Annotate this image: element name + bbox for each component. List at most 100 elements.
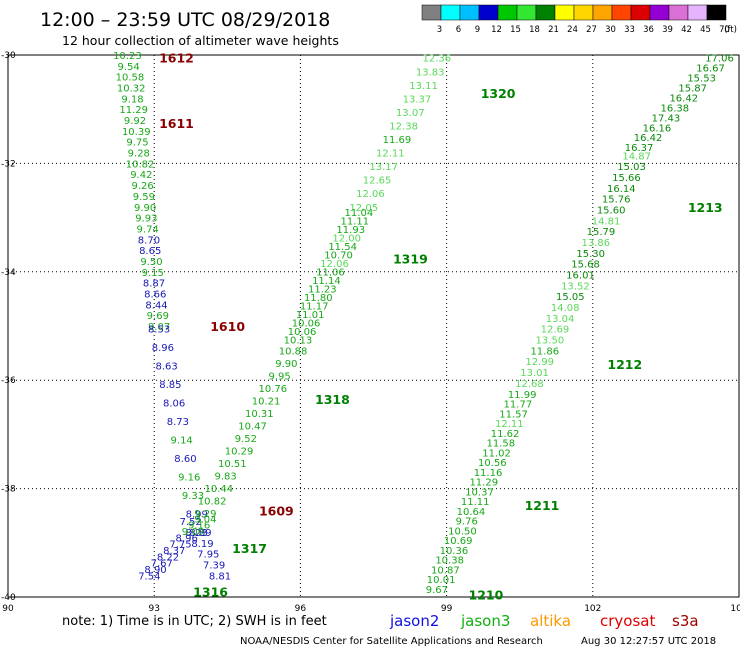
wave-height-value: 8.70 <box>138 235 160 246</box>
colorbar-tick-label: 9 <box>475 25 480 35</box>
wave-height-value: 10.47 <box>238 421 267 432</box>
wave-height-value: 9.04 <box>194 514 216 525</box>
wave-height-value: 9.15 <box>142 268 164 279</box>
wave-height-value: 7.75 <box>169 540 191 551</box>
colorbar-swatch <box>630 4 651 21</box>
wave-height-value: 15.79 <box>587 227 616 238</box>
wave-height-value: 12.11 <box>495 419 524 430</box>
y-tick-label: -34 <box>1 268 16 278</box>
colorbar-tick-label: 42 <box>681 25 692 35</box>
wave-height-value: 9.75 <box>126 138 148 149</box>
wave-height-value: 8.90 <box>144 565 166 576</box>
wave-height-value: 15.05 <box>556 292 585 303</box>
track-label: 1609 <box>259 503 294 518</box>
satellite-legend-cryosat: cryosat <box>600 612 655 630</box>
x-tick-label: 93 <box>148 604 159 614</box>
colorbar-swatch <box>478 4 499 21</box>
wave-height-value: 17.43 <box>652 113 681 124</box>
wave-height-value: 8.60 <box>174 454 196 465</box>
wave-height-value: 10.58 <box>116 73 145 84</box>
wave-height-value: 9.16 <box>178 473 200 484</box>
note-text: note: 1) Time is in UTC; 2) SWH is in fe… <box>62 614 327 629</box>
wave-height-value: 16.67 <box>696 64 725 75</box>
wave-height-value: 10.82 <box>198 496 227 507</box>
wave-height-value: 11.62 <box>491 429 520 440</box>
wave-height-value: 9.28 <box>128 149 150 160</box>
wave-height-values: 10.239.5410.5810.329.1811.299.9210.399.7… <box>113 51 734 596</box>
wave-height-value: 16.42 <box>669 93 698 104</box>
track-label: 1316 <box>193 585 228 600</box>
track-label: 1611 <box>159 116 194 131</box>
wave-height-value: 9.14 <box>171 436 193 447</box>
wave-height-value: 11.17 <box>300 302 329 313</box>
wave-height-value: 12.11 <box>376 149 405 160</box>
wave-height-value: 16.37 <box>625 143 654 154</box>
wave-height-value: 12.06 <box>356 189 385 200</box>
y-tick-label: -38 <box>1 485 16 495</box>
track-label: 1319 <box>393 251 428 266</box>
colorbar-tick-label: 36 <box>643 25 654 35</box>
y-tick-label: -32 <box>1 159 16 169</box>
wave-height-value: 10.50 <box>448 526 477 537</box>
wave-height-value: 15.30 <box>576 249 605 260</box>
wave-height-value: 8.44 <box>145 300 167 311</box>
wave-height-value: 8.19 <box>191 539 213 550</box>
wave-height-value: 10.69 <box>444 536 473 547</box>
wave-height-value: 8.87 <box>143 279 165 290</box>
wave-height-value: 10.38 <box>435 556 464 567</box>
wave-height-value: 7.54 <box>138 571 160 582</box>
y-tick-label: -40 <box>1 593 16 603</box>
wave-height-value: 8.85 <box>159 380 181 391</box>
wave-height-value: 9.67 <box>426 585 448 596</box>
y-tick-label: -30 <box>1 51 16 61</box>
wave-height-value: 13.86 <box>581 238 610 249</box>
wave-height-value: 15.76 <box>602 195 631 206</box>
wave-height-value: 12.06 <box>320 259 349 270</box>
wave-height-value: 9.69 <box>147 311 169 322</box>
wave-height-value: 10.01 <box>427 575 456 586</box>
chart-subtitle: 12 hour collection of altimeter wave hei… <box>62 33 339 48</box>
wave-height-value: 9.33 <box>182 491 204 502</box>
wave-height-value: 8.96 <box>176 533 198 544</box>
wave-height-value: 9.59 <box>133 192 155 203</box>
colorbar-unit: (ft) <box>724 25 737 35</box>
wave-height-value: 13.83 <box>416 67 445 78</box>
track-label: 1318 <box>315 392 350 407</box>
satellite-legend-jason3: jason3 <box>460 612 510 630</box>
satellite-legend: jason2 jason3 altika cryosat s3a <box>389 612 699 630</box>
wave-height-value: 9.42 <box>130 170 152 181</box>
wave-height-value: 13.37 <box>403 94 432 105</box>
wave-height-value: 9.07 <box>148 322 170 333</box>
colorbar-tick-label: 27 <box>586 25 597 35</box>
credit-text: NOAA/NESDIS Center for Satellite Applica… <box>240 636 543 647</box>
wave-height-value: 11.04 <box>345 208 374 219</box>
wave-height-value: 8.06 <box>163 399 185 410</box>
wave-height-value: 11.11 <box>461 497 490 508</box>
colorbar-tick-label: 30 <box>605 25 616 35</box>
timestamp-text: Aug 30 12:27:57 UTC 2018 <box>581 636 716 647</box>
wave-height-value: 11.06 <box>316 268 345 279</box>
colorbar-tick-label: 3 <box>437 25 442 35</box>
wave-height-value: 8.89 <box>189 528 211 539</box>
track-label: 1212 <box>607 357 642 372</box>
colorbar-tick-label: 15 <box>510 25 521 35</box>
wave-height-value: 9.26 <box>131 181 153 192</box>
colorbar-tick-label: 70 <box>719 25 730 35</box>
track-label: 1213 <box>688 200 723 215</box>
wave-height-value: 11.16 <box>474 468 503 479</box>
track-label: 1317 <box>232 541 267 556</box>
track-label: 1210 <box>469 587 504 602</box>
wave-height-value: 9.09 <box>182 527 204 538</box>
wave-height-value: 12.05 <box>349 203 378 214</box>
wave-height-value: 8.65 <box>139 246 161 257</box>
wave-height-value: 14.87 <box>622 151 651 162</box>
wave-height-value: 16.42 <box>634 133 663 144</box>
wave-height-value: 13.01 <box>520 368 549 379</box>
track-label: 1612 <box>159 51 194 66</box>
wave-height-value: 9.18 <box>121 94 143 105</box>
wave-height-value: 11.54 <box>328 242 357 253</box>
plot-frame <box>7 54 740 598</box>
wave-height-value: 15.53 <box>687 74 716 85</box>
wave-height-value: 15.68 <box>571 260 600 271</box>
wave-height-value: 8.73 <box>167 417 189 428</box>
